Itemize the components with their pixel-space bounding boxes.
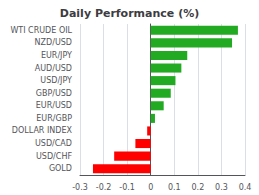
svg-text:GBP/USD: GBP/USD [36, 89, 72, 98]
svg-text:USD/JPY: USD/JPY [40, 76, 72, 85]
svg-text:0.1: 0.1 [168, 183, 181, 192]
svg-text:EUR/GBP: EUR/GBP [36, 114, 72, 123]
svg-text:EUR/USD: EUR/USD [36, 101, 72, 110]
svg-text:GOLD: GOLD [49, 164, 72, 173]
svg-text:EUR/JPY: EUR/JPY [41, 51, 72, 60]
svg-text:AUD/USD: AUD/USD [35, 64, 72, 73]
svg-text:0: 0 [148, 183, 153, 192]
svg-text:Daily Performance (%): Daily Performance (%) [60, 7, 199, 20]
svg-text:0.4: 0.4 [239, 183, 252, 192]
svg-text:USD/CAD: USD/CAD [35, 139, 72, 148]
svg-text:0.2: 0.2 [191, 183, 204, 192]
svg-text:DOLLAR INDEX: DOLLAR INDEX [12, 126, 73, 135]
svg-text:WTI CRUDE OIL: WTI CRUDE OIL [10, 26, 72, 35]
svg-text:-0.3: -0.3 [72, 183, 88, 192]
svg-text:USD/CHF: USD/CHF [36, 152, 72, 161]
svg-text:-0.2: -0.2 [96, 183, 112, 192]
svg-text:0.3: 0.3 [215, 183, 228, 192]
svg-text:-0.1: -0.1 [119, 183, 135, 192]
svg-text:NZD/USD: NZD/USD [35, 38, 72, 47]
